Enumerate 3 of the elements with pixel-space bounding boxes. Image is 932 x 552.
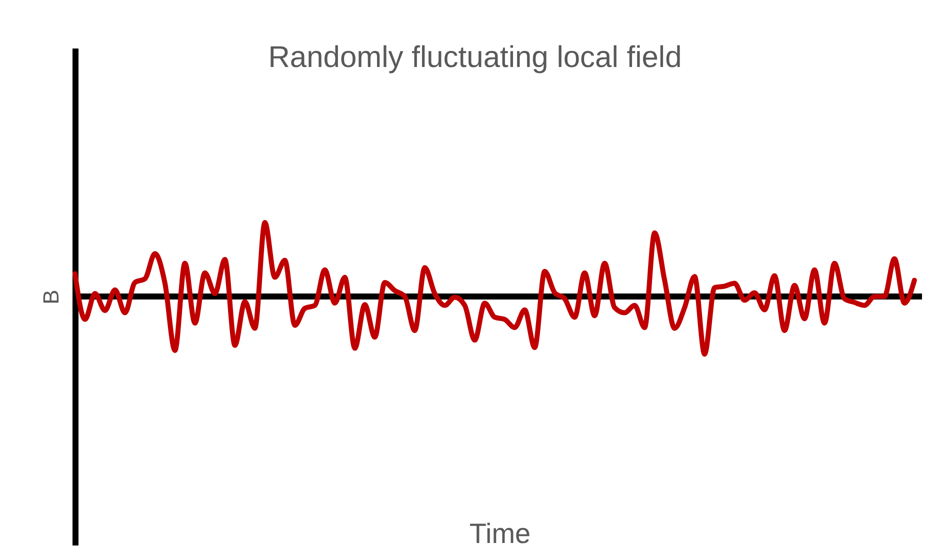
- text: Time: [469, 518, 531, 549]
- y-axis-title: B: [38, 290, 64, 304]
- chart-title: Randomly fluctuating local field: [268, 41, 682, 74]
